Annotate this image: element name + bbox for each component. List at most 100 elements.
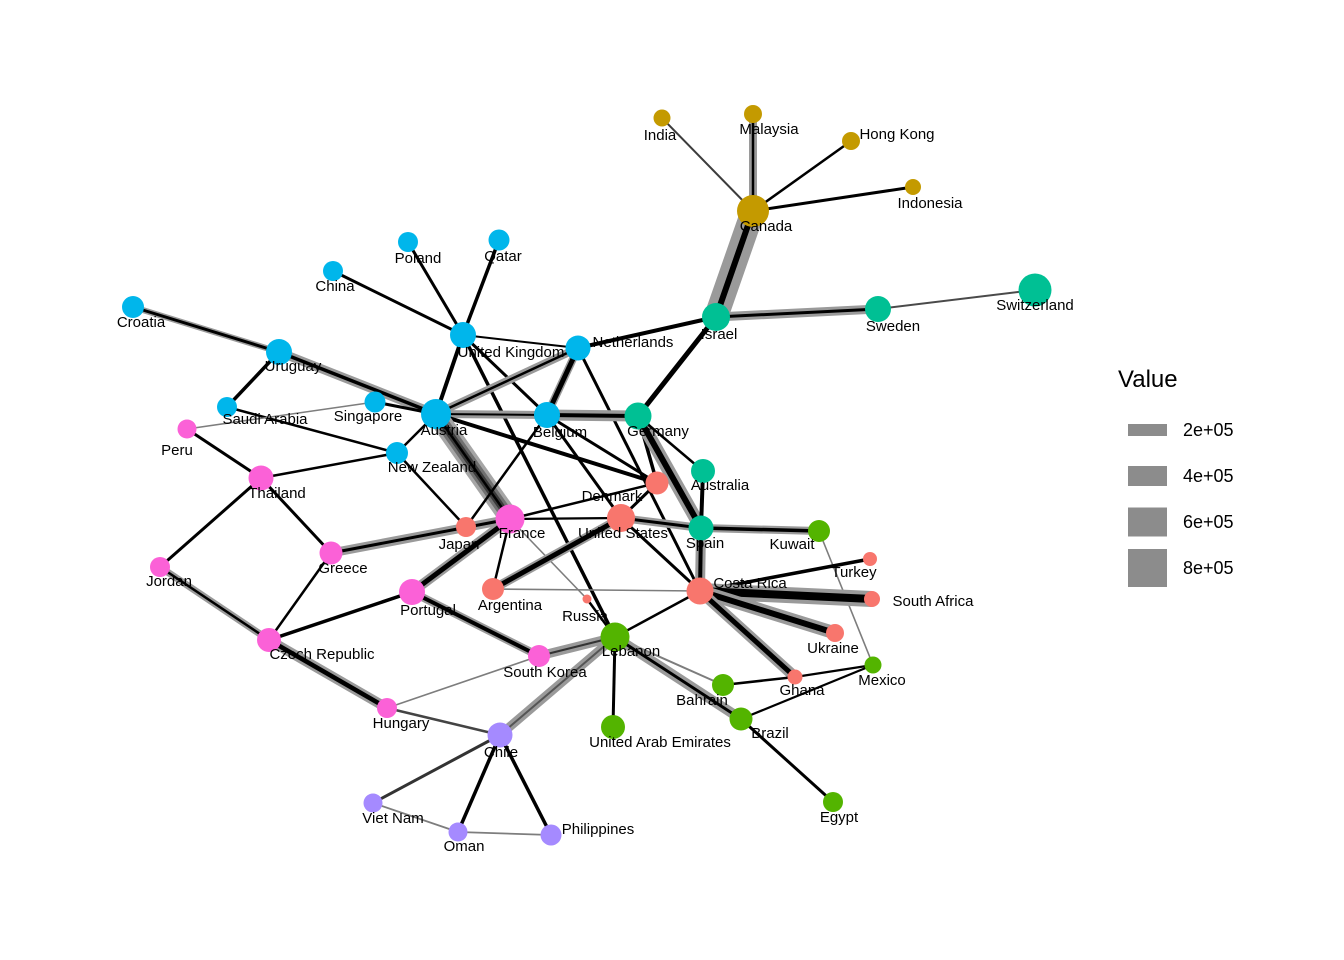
edge-segment (546, 413, 658, 485)
node-label-oman: Oman (444, 838, 485, 855)
node-czech (257, 628, 281, 652)
edge-france-us (509, 516, 622, 521)
node-label-newzealand: New Zealand (388, 459, 476, 476)
node-label-mexico: Mexico (858, 672, 906, 689)
legend-swatch (1128, 424, 1167, 436)
node-ghana (787, 669, 803, 685)
edge-segment (456, 734, 502, 833)
node-label-hungary: Hungary (373, 715, 430, 732)
edge-israel-netherlands (577, 315, 717, 350)
edge-argentina-costarica (492, 588, 701, 592)
edge-germany-spain (632, 412, 707, 532)
edge-lebanon-brazil (612, 632, 744, 724)
edge-hungary-chile (386, 706, 501, 737)
legend-item-label: 4e+05 (1183, 466, 1234, 486)
edge-segment (435, 413, 548, 416)
node-label-germany: Germany (627, 423, 689, 440)
edge-ghana-mexico (794, 663, 874, 679)
edges-layer (132, 114, 1036, 836)
node-southkorea (528, 645, 550, 667)
node-label-belgium: Belgium (533, 424, 587, 441)
edge-segment (715, 307, 879, 319)
legend-item-label: 6e+05 (1183, 512, 1234, 532)
node-label-jordan: Jordan (146, 573, 192, 590)
edge-chile-vietnam (372, 733, 501, 805)
node-russia (582, 594, 592, 604)
node-indonesia (905, 179, 921, 195)
node-uruguay (266, 339, 292, 365)
edge-segment (259, 476, 333, 555)
node-label-ukraine: Ukraine (807, 640, 859, 657)
edge-belgium-denmark (546, 413, 658, 485)
node-malaysia (744, 105, 762, 123)
node-label-malaysia: Malaysia (739, 121, 799, 138)
edge-segment (260, 451, 398, 480)
node-label-egypt: Egypt (820, 809, 859, 826)
node-mexico (864, 656, 882, 674)
edge-segment (132, 305, 280, 354)
node-france (495, 504, 525, 534)
edge-segment (722, 675, 796, 687)
edge-india-canada (661, 117, 754, 212)
node-label-netherlands: Netherlands (593, 334, 674, 351)
node-label-greece: Greece (318, 560, 367, 577)
edge-belgium-germany (546, 409, 639, 422)
legend-item-label: 2e+05 (1183, 420, 1234, 440)
edge-denmark-france (509, 481, 658, 521)
edge-segment (545, 414, 623, 519)
edge-peru-thailand (186, 427, 262, 480)
node-label-china: China (315, 278, 355, 295)
node-label-indonesia: Indonesia (897, 195, 963, 212)
edge-greece-czech (267, 552, 333, 641)
edge-segment (636, 315, 718, 418)
edge-lebanon-uae (611, 636, 617, 728)
edge-segment (411, 590, 540, 658)
edge-portugal-france (409, 514, 513, 597)
node-saudiarabia (217, 397, 237, 417)
node-poland (398, 232, 418, 252)
edge-hongkong-canada (752, 139, 852, 213)
edge-germany-australia (637, 415, 704, 472)
edge-segment (713, 210, 756, 318)
edge-segment (877, 289, 1036, 310)
edge-oman-philippines (457, 831, 552, 836)
edge-hungary-southkorea (386, 655, 540, 709)
edge-jordan-czech (158, 564, 271, 643)
node-hongkong (842, 132, 860, 150)
edge-segment (386, 706, 501, 737)
node-japan (456, 517, 476, 537)
legend-items: 2e+05 4e+05 6e+05 8e+05 (1128, 420, 1234, 587)
edge-poland-uk (406, 241, 465, 336)
node-hungary (377, 698, 397, 718)
edge-newzealand-japan (396, 452, 467, 528)
node-label-qatar: Qatar (484, 248, 522, 265)
node-label-australia: Australia (691, 477, 750, 494)
node-label-kuwait: Kuwait (769, 536, 815, 553)
edge-segment (267, 638, 389, 710)
edge-croatia-uruguay (132, 304, 280, 355)
node-israel (702, 303, 730, 331)
edge-segment (499, 636, 616, 736)
node-denmark (645, 471, 669, 495)
node-uae (601, 715, 625, 739)
node-label-chile: Chile (484, 744, 518, 761)
edge-us-costarica (619, 516, 702, 593)
legend-swatch (1128, 549, 1167, 587)
node-india (653, 109, 671, 127)
node-greece (319, 541, 343, 565)
node-kuwait (808, 520, 830, 542)
node-singapore (364, 391, 386, 413)
edge-belgium-japan (464, 414, 549, 528)
node-qatar (488, 229, 510, 251)
edge-segment (577, 315, 717, 350)
edge-indonesia-canada (752, 185, 914, 213)
edge-uruguay-austria (277, 347, 438, 419)
edge-segment (619, 516, 702, 593)
edge-segment (330, 517, 511, 555)
node-label-uk: United Kingdom (458, 344, 565, 361)
edge-brazil-egypt (739, 717, 835, 804)
node-label-thailand: Thailand (248, 485, 306, 502)
edge-segment (226, 405, 398, 455)
node-philippines (540, 824, 562, 846)
